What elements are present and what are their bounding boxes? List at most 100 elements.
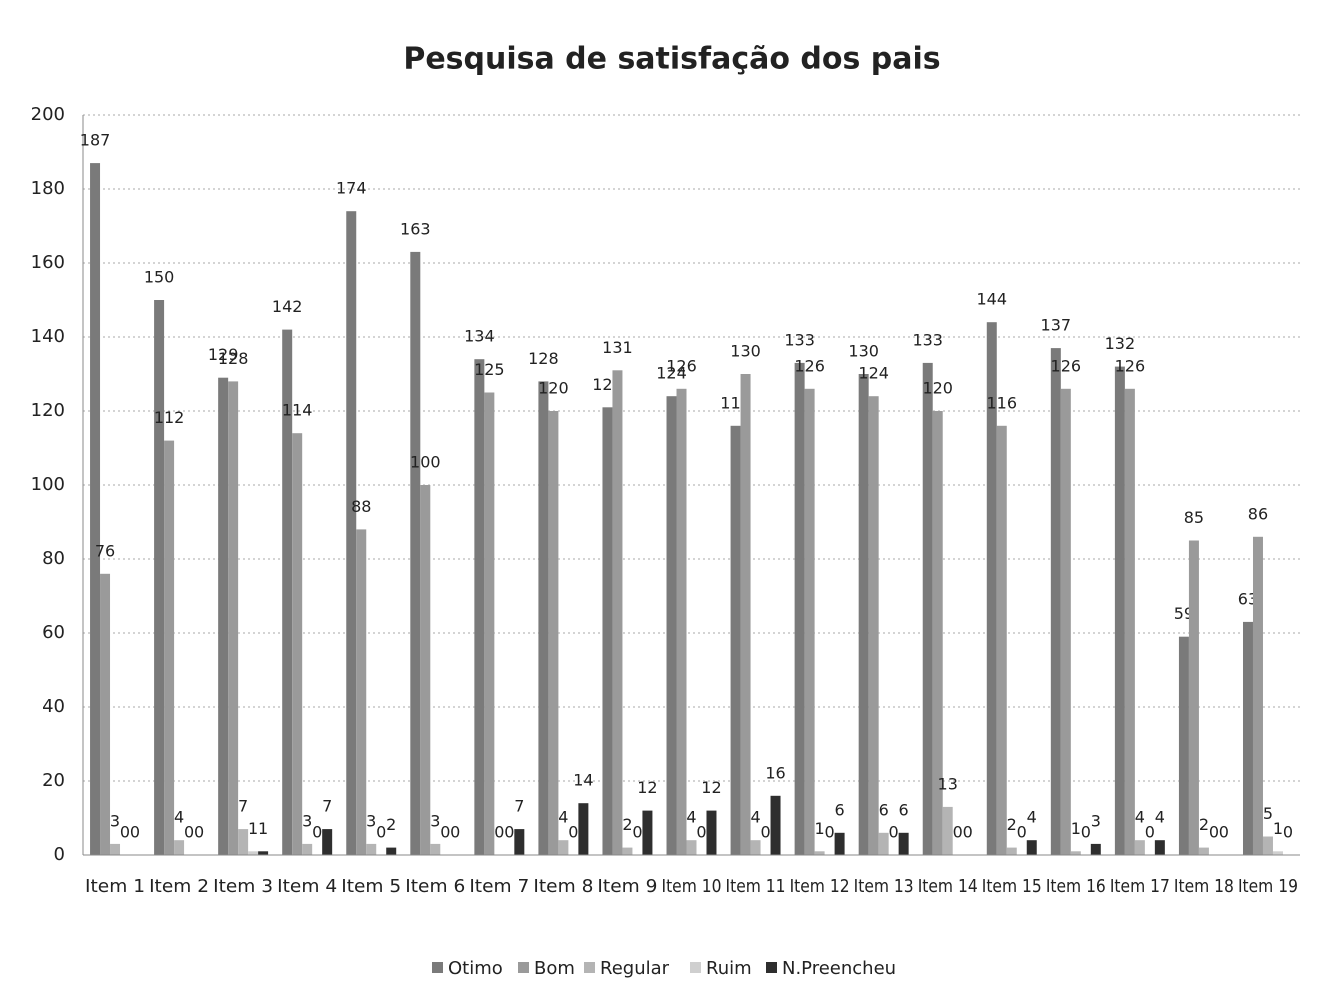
bar <box>922 362 933 855</box>
bar <box>676 388 687 855</box>
value-label: 2 <box>386 815 396 834</box>
x-tick-label: Item 5 <box>341 876 401 897</box>
bar <box>282 329 293 856</box>
value-label: 1 <box>1273 819 1283 838</box>
bar <box>1070 851 1081 855</box>
x-tick-label: Item 6 <box>405 876 465 897</box>
bar <box>730 425 741 855</box>
value-label: 7 <box>238 797 248 816</box>
bar <box>90 163 101 856</box>
bar <box>1188 540 1199 855</box>
value-label: 85 <box>1184 508 1204 527</box>
bar <box>420 485 431 855</box>
legend-swatch <box>584 962 595 973</box>
bar <box>1252 536 1263 855</box>
bar <box>666 396 677 855</box>
bar <box>430 843 441 855</box>
bar <box>986 322 997 855</box>
value-label: 6 <box>834 800 844 819</box>
bar <box>794 362 805 855</box>
value-label: 112 <box>154 408 185 427</box>
bar <box>100 573 111 855</box>
value-label: 0 <box>825 823 835 842</box>
y-tick-label: 100 <box>31 474 65 495</box>
bar <box>538 381 549 855</box>
value-label: 187 <box>80 131 111 150</box>
x-tick-label: Item 2 <box>149 876 209 897</box>
legend-swatch <box>690 962 701 973</box>
bar <box>1134 840 1145 855</box>
value-label: 0 <box>1081 823 1091 842</box>
value-label: 0 <box>312 823 322 842</box>
value-label: 1 <box>248 819 258 838</box>
value-label: 4 <box>1135 808 1145 827</box>
value-label: 6 <box>879 800 889 819</box>
y-tick-label: 180 <box>31 178 65 199</box>
y-tick-label: 80 <box>42 548 65 569</box>
x-tick-label: Item 15 <box>982 876 1042 897</box>
value-label: 13 <box>938 774 958 793</box>
bar <box>642 810 653 855</box>
value-label: 142 <box>272 297 303 316</box>
bar <box>164 440 175 855</box>
bar <box>218 377 229 855</box>
bar <box>770 795 781 855</box>
bar <box>1050 348 1061 855</box>
value-label: 76 <box>95 541 115 560</box>
bar <box>578 803 589 855</box>
bar <box>548 411 559 855</box>
legend-label: Bom <box>534 958 575 979</box>
x-tick-label: Item 10 <box>662 876 722 897</box>
y-tick-label: 60 <box>42 622 65 643</box>
bar <box>366 843 377 855</box>
value-label: 0 <box>696 823 706 842</box>
bar <box>110 843 121 855</box>
value-label: 0 <box>1219 823 1229 842</box>
legend-label: Regular <box>600 958 670 979</box>
bar <box>1114 366 1125 855</box>
value-label: 0 <box>450 823 460 842</box>
value-label: 134 <box>464 327 495 346</box>
value-label: 0 <box>494 823 504 842</box>
bar <box>174 840 185 855</box>
value-label: 120 <box>538 379 569 398</box>
bar <box>1006 847 1017 855</box>
value-label: 163 <box>400 219 431 238</box>
bar <box>474 359 485 855</box>
bar <box>686 840 697 855</box>
value-label: 14 <box>573 771 593 790</box>
value-label: 0 <box>130 823 140 842</box>
y-tick-label: 140 <box>31 326 65 347</box>
value-label: 3 <box>1091 811 1101 830</box>
y-tick-label: 0 <box>54 844 65 865</box>
bar <box>706 810 717 855</box>
x-tick-label: Item 17 <box>1110 876 1170 897</box>
bar <box>514 829 525 855</box>
bar <box>622 847 633 855</box>
legend-label: Otimo <box>448 958 503 979</box>
value-label: 0 <box>632 823 642 842</box>
value-label: 0 <box>568 823 578 842</box>
value-label: 2 <box>1199 815 1209 834</box>
x-tick-label: Item 18 <box>1174 876 1234 897</box>
value-label: 124 <box>656 364 687 383</box>
bar <box>1124 388 1135 855</box>
y-tick-label: 120 <box>31 400 65 421</box>
value-label: 0 <box>953 823 963 842</box>
value-label: 124 <box>858 364 889 383</box>
value-label: 4 <box>750 808 760 827</box>
value-label: 1 <box>1071 819 1081 838</box>
bar <box>228 381 239 855</box>
value-label: 0 <box>889 823 899 842</box>
value-label: 132 <box>1105 334 1136 353</box>
value-label: 3 <box>366 811 376 830</box>
value-label: 114 <box>282 401 313 420</box>
bar <box>996 425 1007 855</box>
value-label: 128 <box>528 349 559 368</box>
x-tick-label: Item 19 <box>1238 876 1298 897</box>
value-label: 0 <box>963 823 973 842</box>
value-label: 0 <box>194 823 204 842</box>
bar <box>834 832 845 855</box>
x-tick-label: Item 3 <box>213 876 273 897</box>
value-label: 4 <box>174 808 184 827</box>
